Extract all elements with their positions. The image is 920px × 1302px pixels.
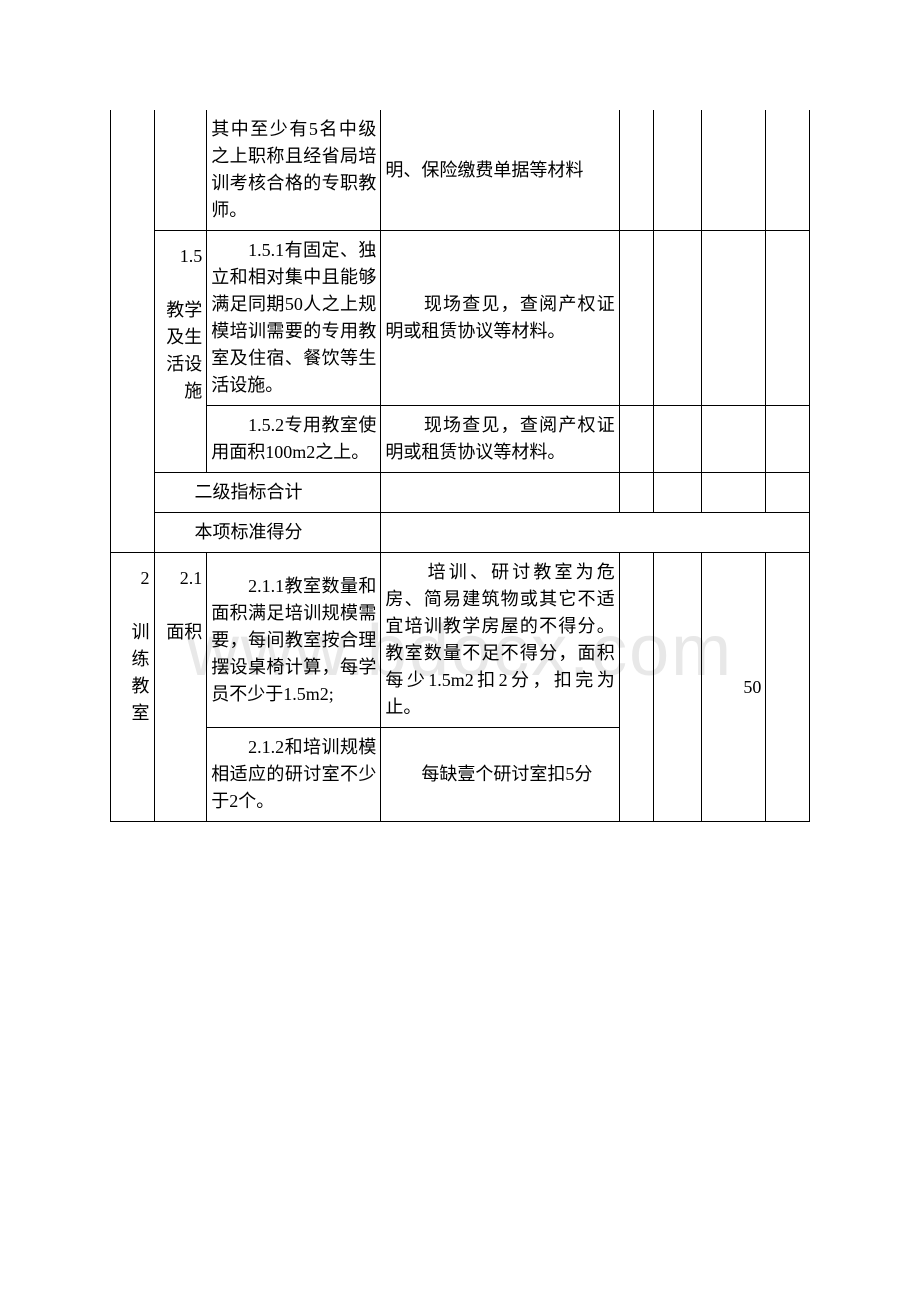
cell-criteria: 1.5.1有固定、独立和相对集中且能够满足同期50人之上规模培训需要的专用教室及… — [207, 231, 381, 406]
cell-blank — [381, 513, 810, 553]
cell-total-label: 本项标准得分 — [154, 513, 381, 553]
cell-score-b — [654, 406, 702, 473]
cell-score-c: 50 — [702, 553, 766, 822]
cell-score-d — [766, 406, 810, 473]
table-row: 其中至少有5名中级之上职称且经省局培训考核合格的专职教师。 明、保险缴费单据等材… — [111, 110, 810, 231]
table-row-subtotal: 二级指标合计 — [111, 473, 810, 513]
cell-method: 培训、研讨教室为危房、简易建筑物或其它不适宜培训教学房屋的不得分。教室数量不足不… — [381, 553, 619, 728]
cell-score-b — [654, 110, 702, 231]
cell-score-c — [702, 110, 766, 231]
cell-score-a — [619, 553, 653, 822]
cell-subtotal-label: 二级指标合计 — [154, 473, 381, 513]
cell-blank — [702, 473, 766, 513]
cell-method: 每缺壹个研讨室扣5分 — [381, 728, 619, 822]
cell-level1 — [111, 110, 155, 553]
evaluation-table: 其中至少有5名中级之上职称且经省局培训考核合格的专职教师。 明、保险缴费单据等材… — [110, 110, 810, 822]
cell-blank — [654, 473, 702, 513]
cell-criteria: 2.1.2和培训规模相适应的研讨室不少于2个。 — [207, 728, 381, 822]
table-row-total: 本项标准得分 — [111, 513, 810, 553]
document-table-container: 其中至少有5名中级之上职称且经省局培训考核合格的专职教师。 明、保险缴费单据等材… — [0, 0, 920, 822]
cell-score-a — [619, 406, 653, 473]
table-row: 1.5.2专用教室使用面积100m2之上。 现场查见，查阅产权证明或租赁协议等材… — [111, 406, 810, 473]
cell-score-a — [619, 231, 653, 406]
cell-score-d — [766, 110, 810, 231]
cell-score-d — [766, 553, 810, 822]
cell-criteria: 1.5.2专用教室使用面积100m2之上。 — [207, 406, 381, 473]
cell-score-c — [702, 231, 766, 406]
cell-blank — [381, 473, 619, 513]
cell-score-c — [702, 406, 766, 473]
cell-level2-label: 1.5 教学及生活设施 — [154, 231, 207, 473]
cell-blank — [766, 473, 810, 513]
cell-score-d — [766, 231, 810, 406]
cell-criteria: 2.1.1教室数量和面积满足培训规模需要，每间教室按合理摆设桌椅计算，每学员不少… — [207, 553, 381, 728]
cell-level1-label: 2 训练教室 — [111, 553, 155, 822]
cell-level2 — [154, 110, 207, 231]
table-row: 1.5 教学及生活设施 1.5.1有固定、独立和相对集中且能够满足同期50人之上… — [111, 231, 810, 406]
cell-criteria: 其中至少有5名中级之上职称且经省局培训考核合格的专职教师。 — [207, 110, 381, 231]
cell-method: 明、保险缴费单据等材料 — [381, 110, 619, 231]
cell-blank — [619, 473, 653, 513]
table-row: 2 训练教室 2.1 面积 2.1.1教室数量和面积满足培训规模需要，每间教室按… — [111, 553, 810, 728]
cell-method: 现场查见，查阅产权证明或租赁协议等材料。 — [381, 406, 619, 473]
cell-score-b — [654, 553, 702, 822]
cell-level2-label: 2.1 面积 — [154, 553, 207, 822]
cell-method: 现场查见，查阅产权证明或租赁协议等材料。 — [381, 231, 619, 406]
cell-score-b — [654, 231, 702, 406]
cell-score-a — [619, 110, 653, 231]
